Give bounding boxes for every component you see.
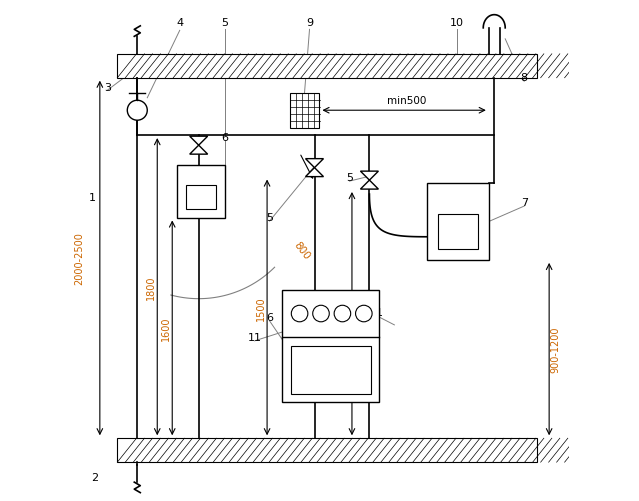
Polygon shape xyxy=(305,168,323,177)
Text: min500: min500 xyxy=(387,96,427,106)
Polygon shape xyxy=(190,137,208,146)
Text: 5: 5 xyxy=(221,19,228,28)
Bar xyxy=(289,94,320,128)
Text: 5: 5 xyxy=(266,212,273,222)
Text: 1800: 1800 xyxy=(146,275,157,299)
Text: 7: 7 xyxy=(521,198,528,207)
Bar xyxy=(282,291,380,402)
Text: 8: 8 xyxy=(521,73,528,83)
Text: 2: 2 xyxy=(91,472,98,481)
Polygon shape xyxy=(360,181,378,190)
Text: 800: 800 xyxy=(292,239,312,262)
Text: 6: 6 xyxy=(266,312,273,322)
Text: 9: 9 xyxy=(306,19,313,28)
Polygon shape xyxy=(305,159,323,168)
Text: 1500: 1500 xyxy=(256,296,266,320)
Text: 6: 6 xyxy=(221,133,228,143)
Text: 4: 4 xyxy=(176,19,183,28)
Circle shape xyxy=(127,101,147,121)
Text: 10: 10 xyxy=(450,19,464,28)
Text: 11: 11 xyxy=(370,307,384,317)
Bar xyxy=(427,183,489,261)
Text: 11: 11 xyxy=(247,332,261,342)
Text: 1: 1 xyxy=(89,193,96,203)
Text: 2000-2500: 2000-2500 xyxy=(74,232,84,285)
Bar xyxy=(177,166,225,218)
Text: 1600: 1600 xyxy=(161,316,171,341)
Bar xyxy=(438,214,478,249)
Text: 900-1200: 900-1200 xyxy=(550,326,560,373)
Text: 3: 3 xyxy=(104,83,111,93)
Bar xyxy=(118,55,537,79)
Polygon shape xyxy=(190,146,208,155)
Bar xyxy=(291,346,371,394)
Text: 5: 5 xyxy=(346,173,353,183)
Bar xyxy=(186,186,216,209)
Text: 1500: 1500 xyxy=(341,302,351,326)
Polygon shape xyxy=(360,172,378,181)
Bar xyxy=(118,438,537,462)
